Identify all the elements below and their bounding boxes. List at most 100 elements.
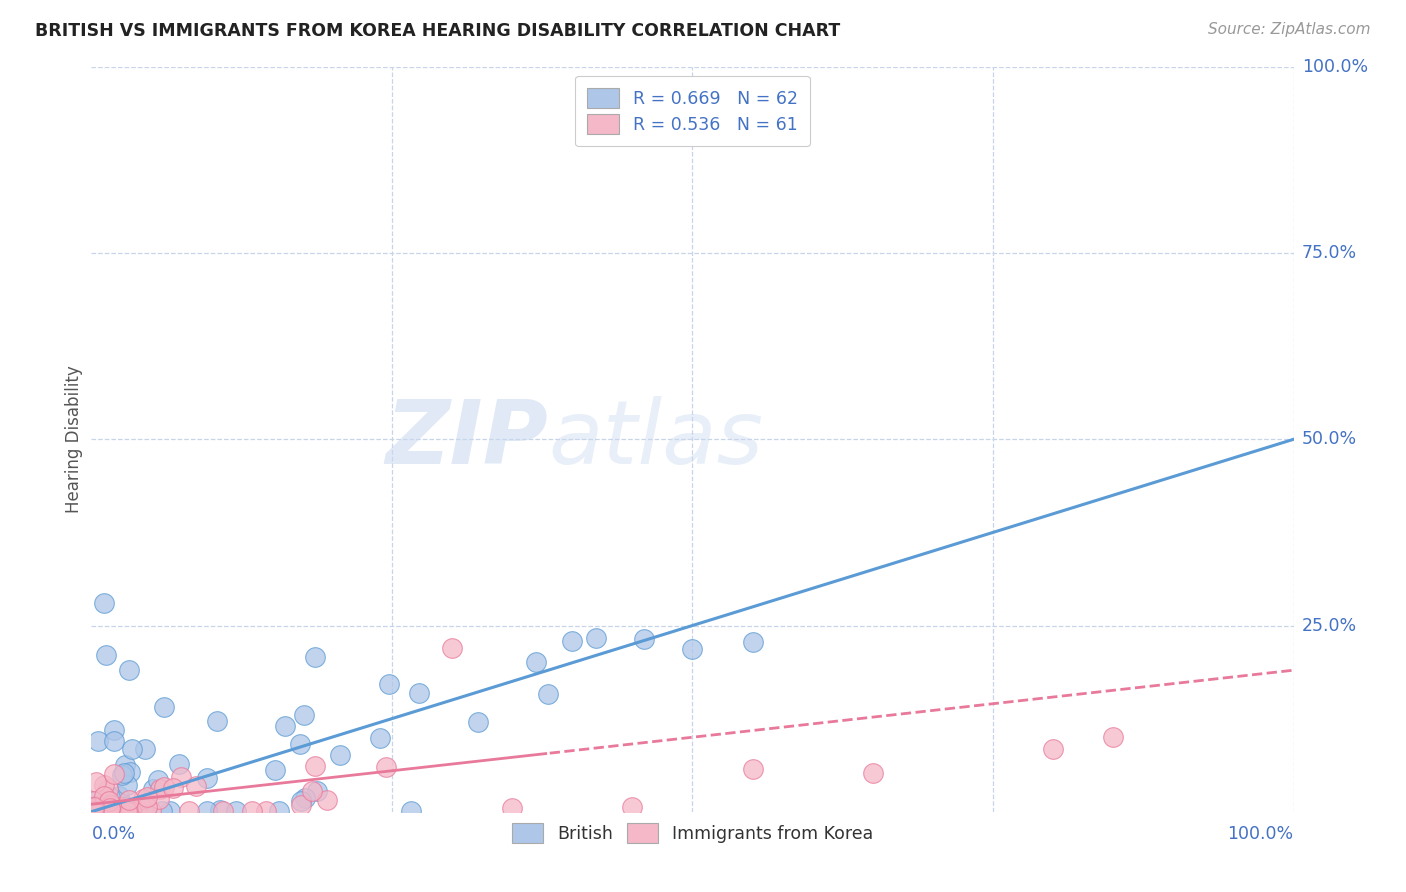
Point <box>82 794 104 808</box>
Point <box>93 789 115 803</box>
Point <box>105 804 128 818</box>
Point <box>292 707 315 722</box>
Point <box>108 804 131 818</box>
Point <box>84 799 107 814</box>
Point <box>240 804 263 818</box>
Point <box>408 686 430 700</box>
Point <box>87 801 110 815</box>
Legend: British, Immigrants from Korea: British, Immigrants from Korea <box>503 814 882 852</box>
Point <box>115 804 138 818</box>
Point <box>307 784 329 798</box>
Point <box>84 775 107 789</box>
Point <box>84 794 107 808</box>
Text: 50.0%: 50.0% <box>1302 430 1357 449</box>
Point <box>103 804 125 818</box>
Text: ZIP: ZIP <box>385 396 548 483</box>
Point <box>91 804 114 818</box>
Point <box>89 799 111 814</box>
Point <box>98 794 121 808</box>
Point <box>96 648 118 663</box>
Point <box>124 804 146 818</box>
Point <box>112 766 135 780</box>
Point <box>681 641 703 656</box>
Point <box>98 802 121 816</box>
Point <box>304 759 326 773</box>
Point <box>136 789 159 804</box>
Point <box>135 800 157 814</box>
Point <box>152 780 174 794</box>
Point <box>114 758 136 772</box>
Point <box>368 731 391 745</box>
Point <box>135 804 157 818</box>
Text: 25.0%: 25.0% <box>1302 616 1357 634</box>
Point <box>377 677 399 691</box>
Text: 100.0%: 100.0% <box>1227 825 1294 844</box>
Point <box>83 804 105 818</box>
Point <box>121 742 143 756</box>
Point <box>501 801 523 815</box>
Point <box>170 770 193 784</box>
Point <box>290 737 312 751</box>
Point <box>329 748 352 763</box>
Point <box>110 804 132 818</box>
Point <box>177 804 200 818</box>
Point <box>111 800 134 814</box>
Point <box>82 804 104 818</box>
Point <box>162 781 184 796</box>
Point <box>537 687 560 701</box>
Point <box>103 723 125 737</box>
Point <box>150 804 173 818</box>
Point <box>264 764 287 778</box>
Point <box>862 765 884 780</box>
Point <box>440 640 463 655</box>
Point <box>96 804 118 818</box>
Point <box>301 784 323 798</box>
Y-axis label: Hearing Disability: Hearing Disability <box>65 366 83 513</box>
Point <box>91 804 114 818</box>
Point <box>167 757 190 772</box>
Point <box>93 804 115 818</box>
Point <box>98 790 121 805</box>
Point <box>146 772 169 787</box>
Point <box>211 804 233 818</box>
Point <box>117 663 139 677</box>
Point <box>103 804 125 818</box>
Point <box>90 800 112 814</box>
Point <box>89 804 111 818</box>
Point <box>114 798 136 813</box>
Text: atlas: atlas <box>548 396 763 483</box>
Point <box>111 768 134 782</box>
Point <box>97 782 120 797</box>
Point <box>254 804 277 818</box>
Point <box>195 804 218 818</box>
Point <box>205 714 228 729</box>
Point <box>117 793 139 807</box>
Point <box>82 804 104 818</box>
Point <box>148 781 170 796</box>
Point <box>134 741 156 756</box>
Point <box>316 793 339 807</box>
Point <box>267 804 290 818</box>
Point <box>93 596 115 610</box>
Point <box>93 778 115 792</box>
Point <box>290 797 312 812</box>
Point <box>97 804 120 818</box>
Point <box>585 632 607 646</box>
Point <box>139 804 162 818</box>
Point <box>86 804 108 818</box>
Point <box>107 804 129 818</box>
Point <box>118 764 141 779</box>
Point <box>1042 742 1064 756</box>
Point <box>132 792 155 806</box>
Point <box>142 782 165 797</box>
Point <box>159 804 181 818</box>
Point <box>1102 731 1125 745</box>
Point <box>103 733 125 747</box>
Point <box>91 804 114 818</box>
Point <box>84 804 107 818</box>
Point <box>290 794 312 808</box>
Point <box>274 719 297 733</box>
Point <box>87 804 110 818</box>
Text: 75.0%: 75.0% <box>1302 244 1357 262</box>
Point <box>304 649 326 664</box>
